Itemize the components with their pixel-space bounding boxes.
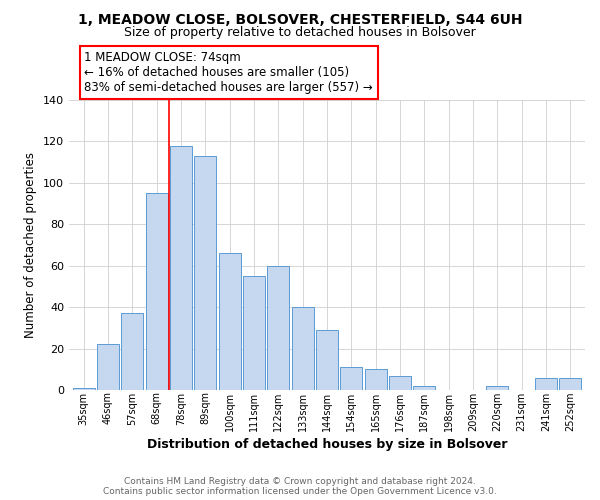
Bar [218, 254, 241, 390]
X-axis label: Distribution of detached houses by size in Bolsover: Distribution of detached houses by size … [147, 438, 507, 451]
Bar [535, 378, 557, 390]
Bar [389, 376, 411, 390]
Bar [73, 388, 95, 390]
Text: Contains HM Land Registry data © Crown copyright and database right 2024.: Contains HM Land Registry data © Crown c… [124, 476, 476, 486]
Bar [121, 314, 143, 390]
Bar [365, 370, 386, 390]
Bar [487, 386, 508, 390]
Bar [413, 386, 436, 390]
Bar [559, 378, 581, 390]
Text: 1, MEADOW CLOSE, BOLSOVER, CHESTERFIELD, S44 6UH: 1, MEADOW CLOSE, BOLSOVER, CHESTERFIELD,… [78, 12, 522, 26]
Bar [170, 146, 192, 390]
Text: Contains public sector information licensed under the Open Government Licence v3: Contains public sector information licen… [103, 486, 497, 496]
Bar [97, 344, 119, 390]
Bar [292, 307, 314, 390]
Bar [268, 266, 289, 390]
Bar [146, 193, 167, 390]
Text: 1 MEADOW CLOSE: 74sqm
← 16% of detached houses are smaller (105)
83% of semi-det: 1 MEADOW CLOSE: 74sqm ← 16% of detached … [85, 51, 373, 94]
Y-axis label: Number of detached properties: Number of detached properties [25, 152, 37, 338]
Bar [316, 330, 338, 390]
Bar [243, 276, 265, 390]
Bar [194, 156, 216, 390]
Text: Size of property relative to detached houses in Bolsover: Size of property relative to detached ho… [124, 26, 476, 39]
Bar [340, 367, 362, 390]
